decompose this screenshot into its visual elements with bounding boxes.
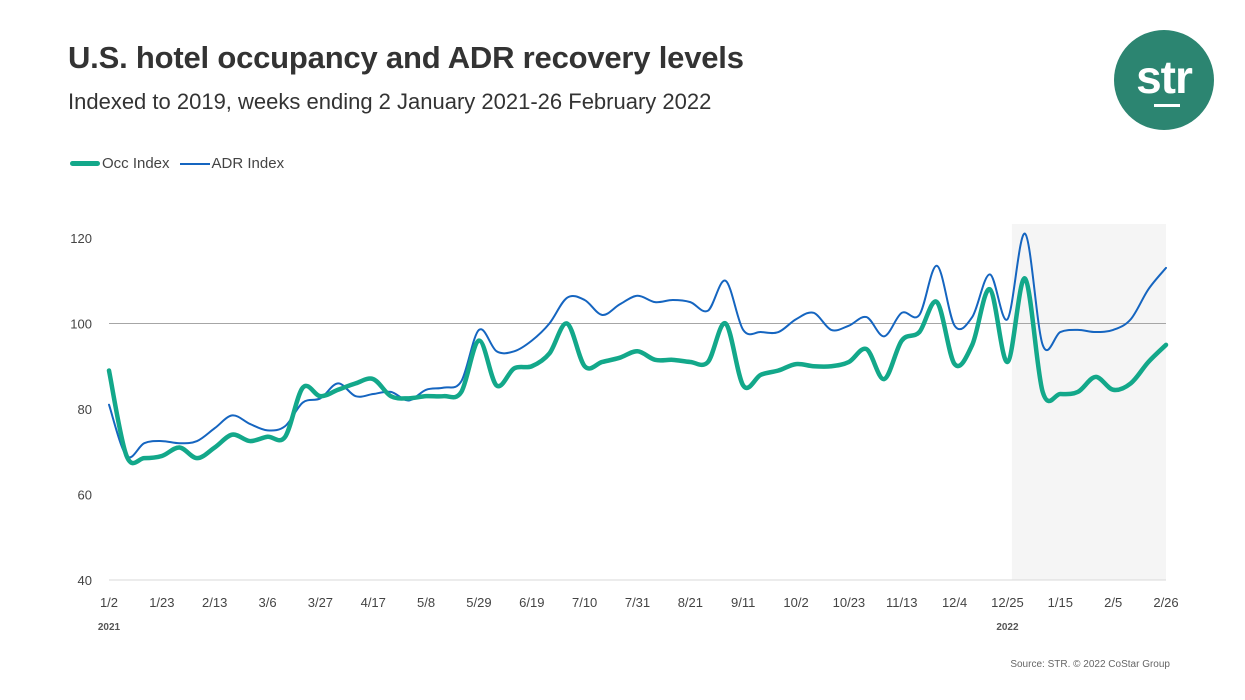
x-tick-label: 9/11	[731, 595, 755, 610]
shaded-region	[1011, 224, 1166, 580]
x-tick-label: 5/29	[466, 595, 491, 610]
x-tick-label: 1/15	[1048, 595, 1073, 610]
x-tick-label: 12/25	[991, 595, 1024, 610]
x-tick-label: 12/4	[942, 595, 967, 610]
x-tick-label: 7/10	[572, 595, 597, 610]
x-tick-label: 10/23	[833, 595, 866, 610]
series-line-adr	[108, 232, 1167, 459]
source-note: Source: STR. © 2022 CoStar Group	[1010, 659, 1170, 670]
legend-swatch-occ	[70, 161, 100, 166]
y-tick-label: 60	[78, 488, 92, 503]
y-tick-label: 100	[70, 317, 92, 332]
y-tick-label: 120	[70, 231, 92, 246]
chart-legend: Occ Index ADR Index	[70, 155, 284, 172]
x-tick-label: 1/23	[149, 595, 174, 610]
x-tick-label: 2/26	[1153, 595, 1178, 610]
y-tick-label: 40	[78, 573, 92, 588]
x-tick-label: 4/17	[361, 595, 386, 610]
x-tick-label: 3/27	[308, 595, 333, 610]
x-tick-label: 5/8	[417, 595, 435, 610]
x-tick-label: 1/2	[100, 595, 118, 610]
legend-swatch-adr	[179, 162, 210, 165]
x-tick-label: 10/2	[783, 595, 808, 610]
year-label: 2021	[98, 622, 121, 633]
x-tick-label: 2/5	[1104, 595, 1122, 610]
page-title: U.S. hotel occupancy and ADR recovery le…	[68, 40, 744, 75]
legend-label-occ: Occ Index	[102, 155, 170, 172]
series-line-occ	[106, 276, 1169, 466]
legend-label-adr: ADR Index	[211, 155, 285, 172]
x-tick-label: 8/21	[678, 595, 703, 610]
y-tick-label: 80	[78, 402, 92, 417]
page-subtitle: Indexed to 2019, weeks ending 2 January …	[68, 89, 712, 114]
x-tick-label: 2/13	[202, 595, 227, 610]
x-tick-label: 3/6	[259, 595, 277, 610]
x-tick-label: 7/31	[625, 595, 650, 610]
x-tick-label: 11/13	[886, 595, 918, 610]
str-logo: str	[1114, 30, 1214, 130]
year-label: 2022	[996, 622, 1019, 633]
x-tick-label: 6/19	[519, 595, 544, 610]
